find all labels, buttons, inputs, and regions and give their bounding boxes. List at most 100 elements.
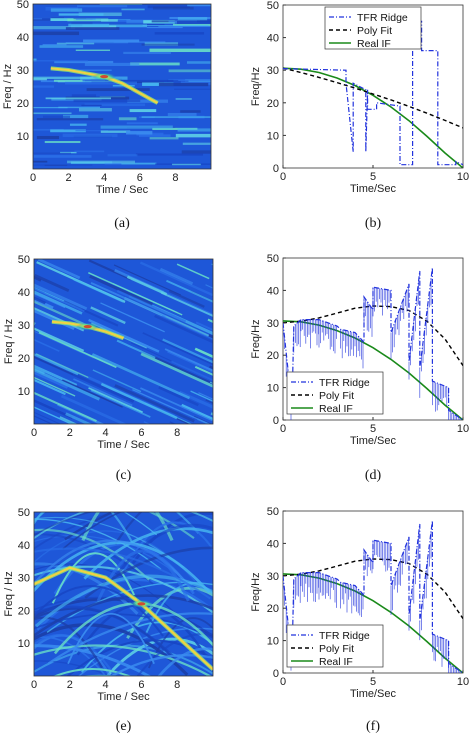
y-tick-label: 20 — [18, 353, 30, 365]
y-tick-label: 30 — [18, 320, 30, 332]
y-tick-label: 50 — [18, 254, 30, 266]
legend-label: Poly Fit — [357, 25, 392, 37]
line-panel-d: 0 5 10 0 10 20 30 40 50 Time/Sec Freq/Hz TFR RidgeP… — [250, 253, 469, 447]
panel-caption: (b) — [365, 216, 382, 231]
y-tick-label: 40 — [18, 287, 30, 299]
y-tick-label: 0 — [273, 415, 279, 427]
series-real-if — [283, 320, 463, 420]
x-tick-label: 0 — [280, 423, 286, 435]
y-axis-label: Freq / Hz — [2, 64, 14, 109]
spectrogram-panel-c: 0 2 4 6 8 10 20 30 40 50 Time / Sec Freq / Hz — [3, 254, 214, 451]
y-tick-label: 30 — [267, 318, 279, 330]
legend-label: Real IF — [319, 403, 353, 415]
y-tick-label: 20 — [267, 98, 279, 110]
x-tick-label: 0 — [280, 676, 286, 688]
y-tick-label: 30 — [17, 65, 29, 77]
ridge-core — [34, 566, 213, 671]
y-tick-label: 30 — [267, 571, 279, 583]
plot-area — [283, 520, 463, 673]
x-tick-label: 5 — [370, 423, 376, 435]
x-tick-label: 0 — [30, 172, 36, 184]
plot-area — [283, 267, 463, 420]
line-panel-f: 0 5 10 0 10 20 30 40 50 Time/Sec Freq/Hz TFR RidgeP… — [250, 506, 469, 700]
y-tick-label: 50 — [267, 253, 279, 265]
legend-label: TFR Ridge — [319, 630, 370, 642]
y-tick-label: 50 — [267, 506, 279, 518]
x-tick-label: 5 — [370, 676, 376, 688]
x-tick-label: 6 — [138, 679, 144, 691]
x-tick-label: 0 — [31, 679, 37, 691]
legend-label: Real IF — [319, 656, 353, 668]
x-tick-label: 10 — [457, 423, 469, 435]
y-tick-label: 10 — [17, 131, 29, 143]
x-tick-label: 6 — [137, 172, 143, 184]
y-tick-label: 10 — [267, 636, 279, 648]
panel-caption: (c) — [116, 468, 132, 483]
y-axis-label: Freq / Hz — [3, 571, 15, 616]
y-axis-label: Freq/Hz — [250, 572, 262, 611]
hotspot-core — [83, 325, 92, 329]
x-axis-label: Time / Sec — [97, 439, 150, 451]
y-tick-label: 20 — [18, 605, 30, 617]
y-tick-label: 0 — [273, 668, 279, 680]
y-tick-label: 50 — [267, 0, 279, 12]
legend-label: TFR Ridge — [319, 377, 370, 389]
spectrogram-image — [33, 4, 211, 169]
hotspot-core — [100, 75, 109, 79]
axes-frame — [32, 3, 212, 170]
y-tick-label: 40 — [18, 540, 30, 552]
y-tick-label: 20 — [267, 350, 279, 362]
x-axis-label: Time/Sec — [350, 688, 397, 700]
x-tick-label: 4 — [103, 679, 109, 691]
x-tick-label: 6 — [138, 427, 144, 439]
x-tick-label: 8 — [174, 427, 180, 439]
series-tfr-ridge — [283, 520, 463, 673]
x-tick-label: 10 — [457, 171, 469, 183]
x-tick-label: 8 — [172, 172, 178, 184]
spectrogram-panel-a: 0 2 4 6 8 10 20 30 40 50 Time / Sec Freq / Hz — [2, 0, 212, 196]
y-tick-label: 20 — [267, 603, 279, 615]
y-tick-label: 50 — [18, 507, 30, 519]
series-poly-fit — [283, 67, 463, 129]
y-tick-label: 10 — [267, 130, 279, 142]
hotspot-core — [137, 602, 146, 606]
panel-caption: (e) — [116, 719, 132, 734]
x-tick-label: 2 — [67, 679, 73, 691]
x-axis-label: Time/Sec — [350, 183, 397, 195]
y-tick-label: 20 — [17, 98, 29, 110]
y-tick-label: 10 — [18, 386, 30, 398]
y-tick-label: 10 — [267, 383, 279, 395]
spectrogram-image — [34, 259, 213, 424]
series-real-if — [283, 573, 463, 673]
x-tick-label: 2 — [66, 172, 72, 184]
legend-box — [324, 6, 422, 50]
y-axis-label: Freq/Hz — [250, 319, 262, 358]
x-tick-label: 0 — [31, 427, 37, 439]
series-tfr-ridge — [283, 267, 463, 420]
y-tick-label: 30 — [18, 573, 30, 585]
y-tick-label: 40 — [17, 32, 29, 44]
x-tick-label: 5 — [370, 171, 376, 183]
x-tick-label: 2 — [67, 427, 73, 439]
x-tick-label: 10 — [457, 676, 469, 688]
spectrogram-panel-e: 0 2 4 6 8 10 20 30 40 50 Time / Sec Freq / Hz — [3, 507, 214, 703]
y-tick-label: 30 — [267, 65, 279, 77]
x-tick-label: 4 — [103, 427, 109, 439]
legend-label: TFR Ridge — [357, 12, 408, 24]
x-tick-label: 4 — [101, 172, 107, 184]
legend-box — [286, 371, 384, 415]
y-tick-label: 40 — [267, 285, 279, 297]
y-tick-label: 50 — [17, 0, 29, 11]
panel-caption: (a) — [114, 216, 130, 231]
x-axis-label: Time / Sec — [97, 691, 150, 703]
y-tick-label: 0 — [273, 163, 279, 175]
x-tick-label: 0 — [280, 171, 286, 183]
axes-frame — [33, 511, 214, 677]
x-axis-label: Time / Sec — [96, 184, 149, 196]
y-axis-label: Freq/Hz — [250, 67, 262, 106]
axes-frame — [33, 258, 214, 425]
